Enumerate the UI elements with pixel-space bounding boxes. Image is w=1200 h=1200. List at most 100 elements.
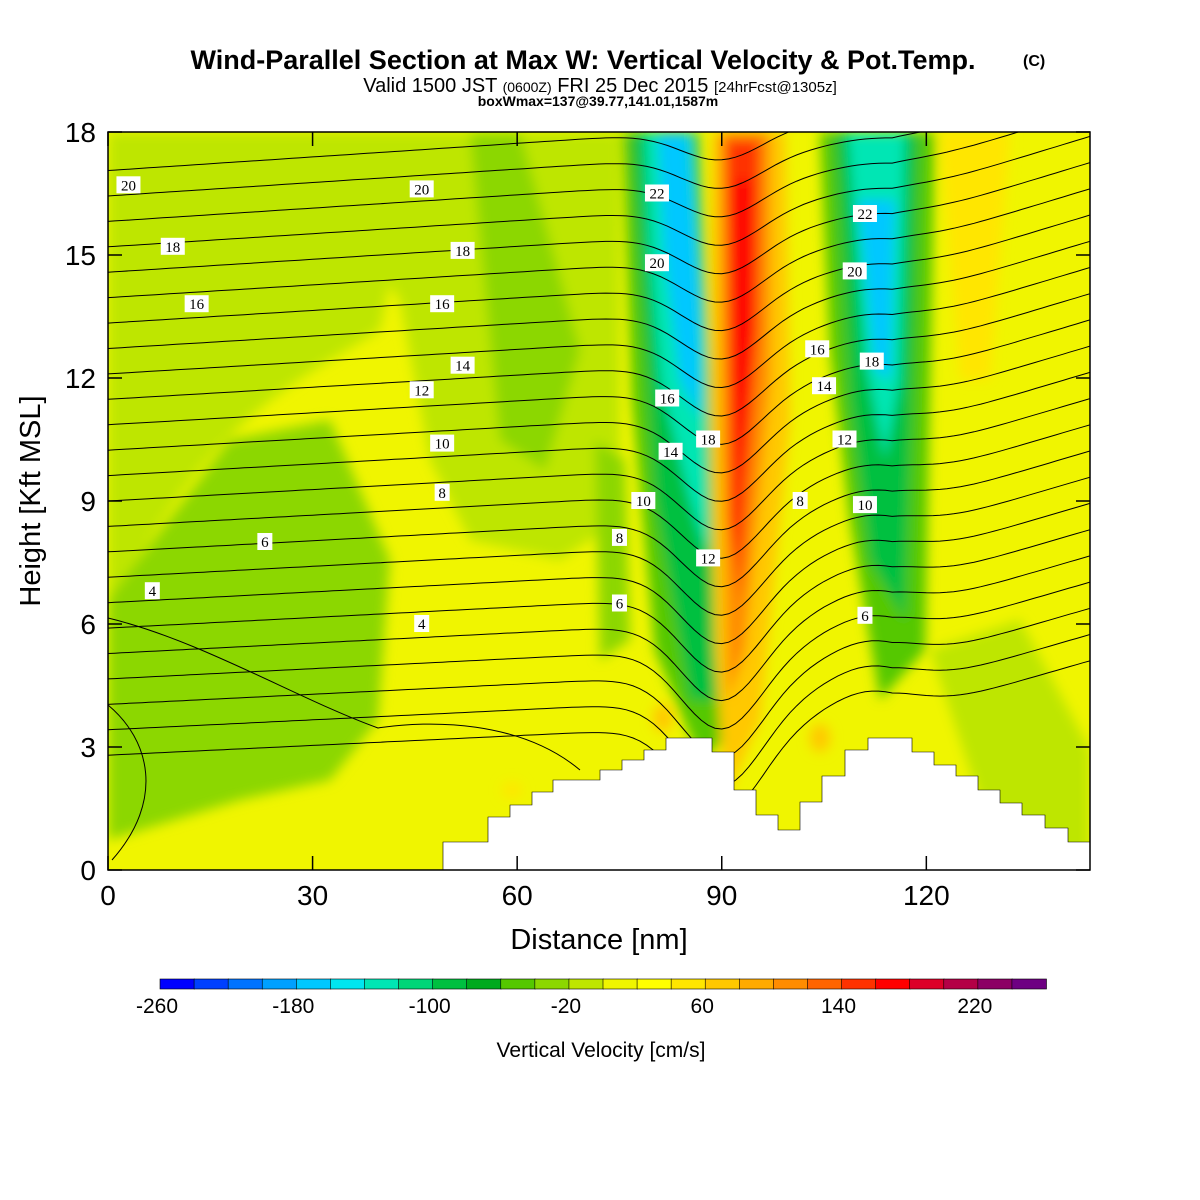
- colorbar-swatch: [841, 978, 877, 990]
- theta-label-bg: [116, 176, 141, 194]
- theta-label-bg: [257, 533, 273, 550]
- colorbar-swatch: [943, 978, 979, 990]
- theta-label: 6: [611, 594, 627, 613]
- field-downdraft-2-center: [858, 200, 895, 380]
- isentrope-line: [108, 345, 1090, 474]
- theta-label-bg: [434, 483, 450, 501]
- colorbar-swatch: [1011, 978, 1047, 990]
- colorbar-swatch: [193, 978, 229, 990]
- y-tick-label: 9: [80, 486, 96, 517]
- theta-label: 22: [852, 205, 877, 223]
- x-tick-label: 0: [100, 880, 116, 911]
- theta-label-bg: [611, 594, 627, 612]
- field-low-orange-spot-3: [502, 782, 522, 798]
- isentrope-line: [108, 240, 1090, 360]
- theta-label: 20: [409, 180, 434, 198]
- theta-label-bg: [160, 237, 185, 255]
- colorbar-swatch: [909, 978, 945, 990]
- y-tick-label: 3: [80, 732, 96, 763]
- chart-subtitle-2: boxWmax=137@39.77,141.01,1587m: [478, 93, 719, 109]
- colorbar-swatch: [704, 978, 741, 990]
- isentrope-line: [108, 132, 790, 171]
- velocity-field: [108, 132, 1090, 860]
- colorbar-swatch: [534, 978, 570, 990]
- theta-label-bg: [842, 262, 867, 280]
- isentrope-line: [108, 476, 1090, 616]
- colorbar-swatch: [364, 978, 400, 990]
- colorbar: -260 -180 -100 -20 60 140 220: [136, 978, 1047, 1018]
- theta-label: 10: [852, 496, 877, 514]
- x-tick-label: 60: [502, 880, 533, 911]
- theta-label-text: 10: [636, 494, 651, 510]
- theta-label-bg: [832, 430, 857, 448]
- isentrope-line: [108, 132, 1021, 222]
- colorbar-swatch: [773, 978, 809, 990]
- copyright-mark: (C): [1023, 53, 1045, 70]
- isentrope-line: [108, 660, 1090, 815]
- theta-label-text: 6: [861, 609, 869, 625]
- isentrope-line: [108, 293, 1090, 417]
- theta-label-text: 12: [837, 433, 852, 449]
- theta-label-bg: [414, 615, 430, 632]
- theta-label-text: 6: [616, 597, 624, 613]
- theta-label-bg: [658, 442, 683, 460]
- theta-label-bg: [655, 389, 680, 407]
- theta-label: 20: [116, 176, 141, 194]
- isentrope-line: [108, 529, 1090, 673]
- field-left-lowgreen: [108, 420, 390, 840]
- colorbar-swatch: [670, 978, 707, 990]
- colorbar-tick-label: 220: [957, 995, 992, 1018]
- colorbar-swatch: [977, 978, 1013, 990]
- theta-label: 4: [414, 615, 430, 633]
- colorbar-tick-label: 60: [691, 995, 714, 1018]
- isentrope-line: [108, 371, 1090, 502]
- theta-label-bg: [409, 381, 434, 399]
- theta-label: 14: [658, 442, 683, 461]
- subtitle-valid: Valid 1500 JST: [363, 75, 497, 97]
- theta-label: 6: [257, 533, 273, 551]
- theta-label-text: 20: [414, 182, 429, 198]
- y-tick-label: 6: [80, 609, 96, 640]
- theta-label-text: 14: [455, 359, 471, 375]
- theta-label: 18: [450, 241, 475, 260]
- theta-label-text: 14: [663, 445, 679, 461]
- theta-label-bg: [631, 492, 656, 509]
- theta-label-text: 6: [261, 535, 269, 551]
- theta-label-bg: [857, 606, 873, 624]
- theta-label-text: 10: [857, 498, 872, 514]
- theta-label-text: 8: [796, 494, 804, 510]
- theta-label-bg: [450, 356, 475, 374]
- y-tick-label: 12: [65, 363, 96, 394]
- theta-label-bg: [644, 254, 669, 272]
- isentrope-line: [108, 617, 581, 771]
- colorbar-swatch: [466, 978, 502, 990]
- theta-label: 16: [805, 340, 830, 358]
- field-left-green: [108, 132, 420, 620]
- theta-label-bg: [812, 377, 837, 395]
- theta-label: 12: [696, 549, 721, 567]
- field-right-green: [930, 620, 1090, 860]
- theta-label-bg: [644, 184, 669, 202]
- theta-label-text: 8: [616, 531, 624, 547]
- y-axis: 0 3 6 9 12 15 18: [65, 117, 1090, 886]
- theta-label-text: 20: [121, 178, 136, 194]
- chart-title: Wind-Parallel Section at Max W: Vertical…: [191, 45, 976, 75]
- theta-label-text: 18: [701, 433, 716, 449]
- x-tick-label: 120: [903, 880, 950, 911]
- isentrope-line: [108, 398, 1090, 531]
- colorbar-tick-label: -20: [551, 995, 581, 1018]
- theta-label: 18: [696, 430, 721, 449]
- isentrope-line: [108, 502, 1090, 645]
- theta-label-bg: [611, 528, 627, 546]
- theta-label-text: 16: [435, 297, 451, 313]
- colorbar-swatch: [739, 978, 775, 990]
- theta-label-text: 8: [438, 486, 446, 502]
- colorbar-label: Vertical Velocity [cm/s]: [497, 1039, 706, 1062]
- theta-label-bg: [696, 430, 721, 448]
- theta-label: 20: [842, 262, 867, 280]
- y-tick-label: 18: [65, 117, 96, 148]
- colorbar-swatch: [296, 978, 332, 990]
- theta-label-text: 18: [455, 244, 470, 260]
- isentrope-line: [108, 319, 1090, 445]
